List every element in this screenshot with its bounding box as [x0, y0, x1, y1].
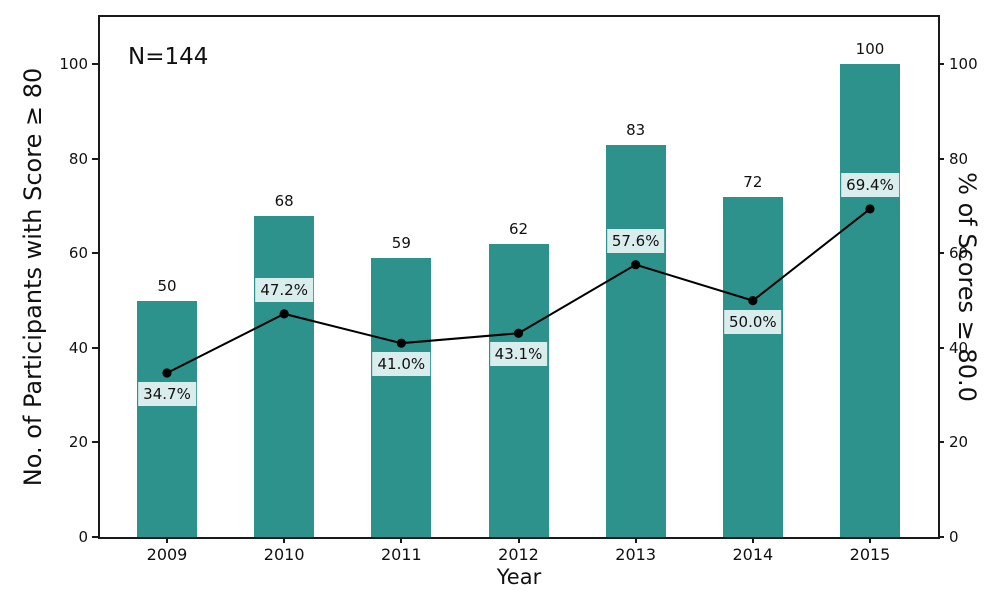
y-tick-left: [92, 252, 98, 255]
bar-value-label: 72: [743, 172, 763, 191]
y-tick-label-right: 60: [949, 244, 969, 263]
y-tick-right: [938, 252, 944, 255]
x-tick: [166, 537, 168, 543]
y-tick-label-left: 100: [59, 55, 88, 74]
bar-value-label: 59: [391, 234, 411, 253]
y-tick-label-left: 20: [68, 433, 88, 452]
y-tick-label-left: 60: [68, 244, 88, 263]
x-tick: [634, 537, 637, 543]
percent-label: 57.6%: [606, 228, 665, 253]
y-tick-left: [92, 63, 98, 66]
x-tick: [869, 537, 871, 543]
x-tick: [283, 537, 286, 543]
percent-label: 34.7%: [138, 381, 196, 406]
y-tick-right: [938, 157, 944, 160]
y-tick-label-right: 80: [949, 149, 969, 168]
x-tick-label: 2011: [380, 545, 422, 564]
y-tick-left: [92, 346, 98, 349]
bar-value-label: 50: [157, 276, 177, 295]
x-tick-label: 2009: [146, 545, 188, 564]
x-tick-label: 2015: [849, 545, 891, 564]
y-tick-label-left: 40: [68, 338, 88, 357]
y-axis-label-right: % of Scores ≥ 80.0: [953, 172, 981, 402]
percent-label: 41.0%: [372, 352, 431, 377]
y-tick-label-right: 40: [949, 338, 969, 357]
x-axis-label: Year: [496, 565, 542, 589]
y-tick-left: [92, 157, 98, 160]
x-tick: [751, 537, 754, 543]
x-tick: [517, 537, 520, 543]
x-tick-label: 2014: [732, 545, 774, 564]
percent-label: 47.2%: [255, 277, 313, 302]
y-tick-label-right: 20: [949, 433, 969, 452]
percent-label: 69.4%: [841, 172, 899, 197]
y-tick-right: [938, 536, 944, 538]
y-tick-label-right: 0: [949, 528, 959, 546]
y-axis-label-left: No. of Participants with Score ≥ 80: [19, 67, 47, 487]
x-tick-label: 2010: [263, 545, 305, 564]
y-tick-label-left: 0: [78, 528, 88, 546]
y-tick-right: [938, 63, 944, 66]
bar-value-label: 62: [508, 219, 529, 238]
percent-label: 43.1%: [489, 342, 548, 367]
y-tick-right: [938, 441, 944, 444]
y-tick-left: [92, 441, 98, 444]
y-tick-label-right: 100: [949, 55, 978, 74]
bar-value-label: 100: [855, 40, 885, 59]
bar-value-label: 83: [626, 120, 646, 139]
x-tick: [400, 537, 403, 543]
sample-size-annotation: N=144: [128, 44, 209, 70]
y-tick-left: [92, 536, 98, 538]
percent-label: 50.0%: [724, 309, 782, 334]
x-tick-label: 2012: [498, 545, 539, 564]
y-tick-right: [938, 346, 944, 349]
x-tick-label: 2013: [615, 545, 657, 564]
y-tick-label-left: 80: [68, 149, 88, 168]
bar-value-label: 68: [274, 191, 294, 210]
